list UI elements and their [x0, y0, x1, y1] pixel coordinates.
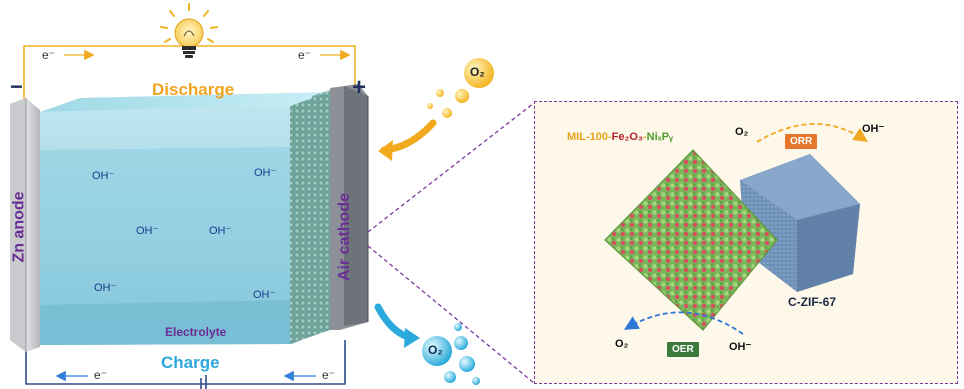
- charge-label: Charge: [161, 353, 220, 372]
- oer-oh-label: OH⁻: [729, 341, 752, 353]
- electron-label-bottom-left: e⁻: [94, 368, 108, 382]
- c-zif-67-label: C-ZIF-67: [788, 295, 836, 309]
- hydroxide-ion: OH⁻: [209, 225, 232, 237]
- o2-in-label: O₂: [470, 65, 485, 79]
- zoom-connector-lines: [367, 102, 535, 384]
- hydroxide-ion: OH⁻: [92, 170, 115, 182]
- o2-bubbles-in-icon: [427, 58, 494, 118]
- oer-arrow-icon: [623, 311, 744, 335]
- orr-arrow-icon: [756, 123, 869, 143]
- arrowhead-out-icon: [404, 328, 420, 348]
- electrolyte-volume: [40, 92, 330, 345]
- mil-100-crystal: [604, 149, 778, 331]
- electron-label-top-right: e⁻: [298, 48, 312, 62]
- electrolyte-label: Electrolyte: [165, 325, 227, 339]
- orr-tag: ORR: [785, 134, 818, 149]
- hydroxide-ion: OH⁻: [94, 282, 117, 294]
- plus-terminal: +: [352, 74, 367, 101]
- o2-bubbles-out-icon: [422, 323, 480, 385]
- material-part-nixpy: NiₓPᵧ: [646, 131, 674, 143]
- air-cathode-plate: [290, 84, 369, 344]
- arrowhead-in-icon: [378, 140, 393, 161]
- hydroxide-ion: OH⁻: [136, 225, 159, 237]
- oer-o2-label: O₂: [615, 338, 629, 350]
- material-part-fe2o3: Fe₂O₃: [611, 131, 643, 143]
- orr-o2-label: O₂: [735, 126, 749, 138]
- catalyst-material-label: MIL-100-Fe₂O₃-NiₓPᵧ: [567, 131, 673, 143]
- orr-oh-label: OH⁻: [862, 123, 885, 135]
- catalyst-inset-panel: MIL-100-Fe₂O₃-NiₓPᵧ O₂ ORR OH⁻ C-ZIF-67 …: [534, 101, 958, 384]
- o2-out-label: O₂: [428, 343, 443, 357]
- electron-label-top-left: e⁻: [42, 48, 56, 62]
- hydroxide-ion: OH⁻: [254, 167, 277, 179]
- hydroxide-ion: OH⁻: [253, 289, 276, 301]
- zn-anode-plate: [10, 98, 40, 352]
- discharge-label: Discharge: [152, 80, 235, 99]
- oer-tag: OER: [667, 342, 699, 357]
- material-part-dash: -: [643, 131, 647, 143]
- lightbulb-icon: [160, 3, 218, 58]
- material-part-mil: MIL-100-: [567, 131, 612, 143]
- minus-terminal: −: [10, 74, 23, 99]
- electron-label-bottom-right: e⁻: [322, 368, 336, 382]
- catalyst-illustration: [604, 123, 869, 335]
- air-cathode-label: Air cathode: [336, 192, 354, 282]
- c-zif-67-crystal: [740, 154, 860, 292]
- zn-anode-label: Zn anode: [10, 191, 28, 263]
